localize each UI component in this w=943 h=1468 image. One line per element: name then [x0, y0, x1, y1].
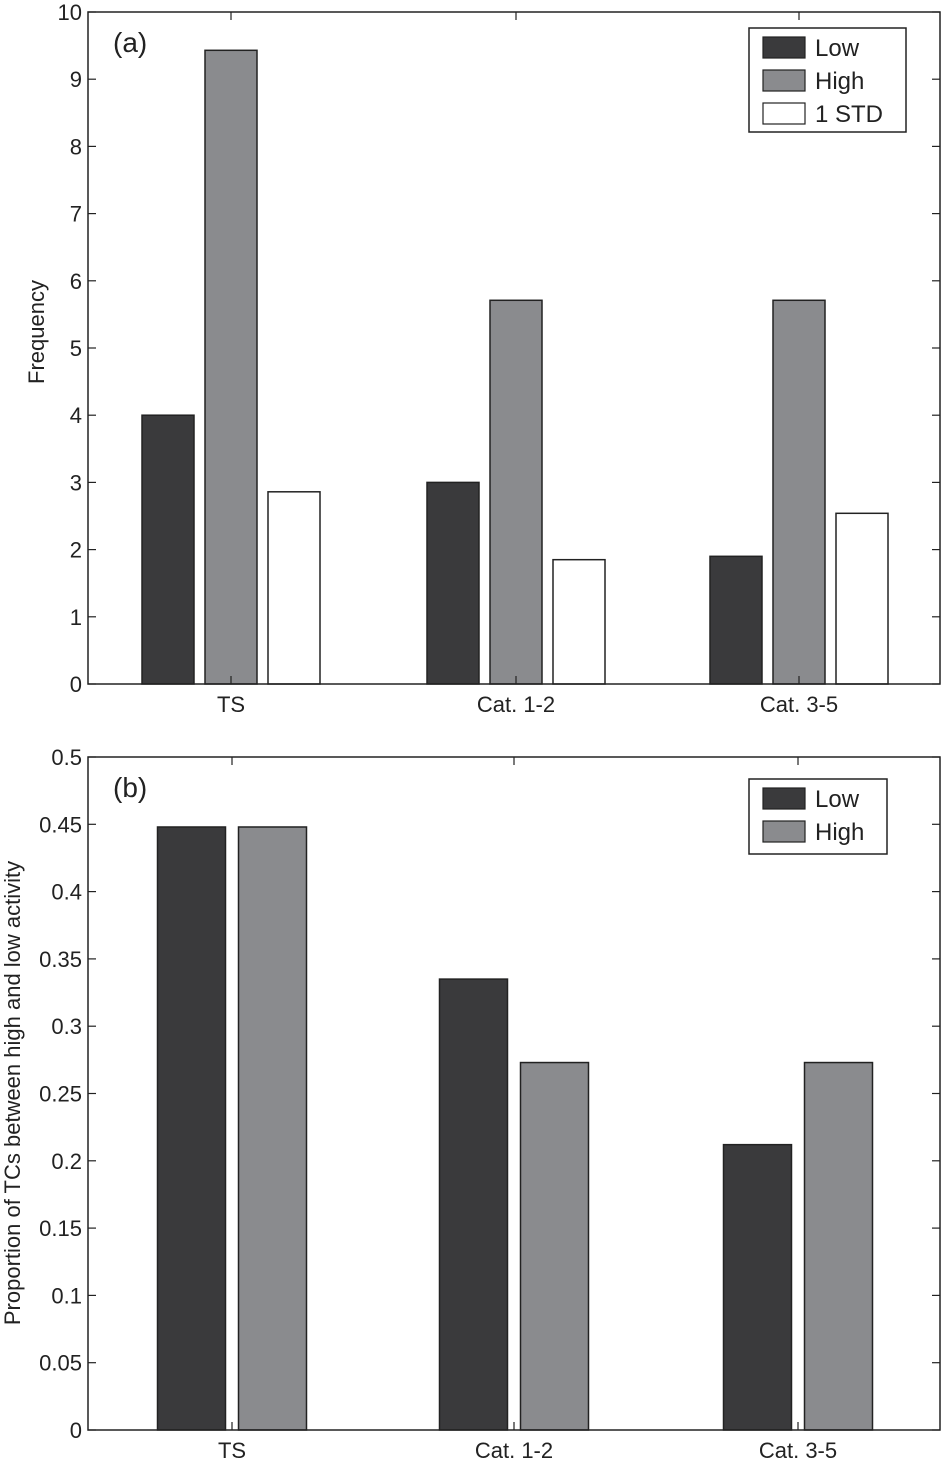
y-tick-label: 0.5 [51, 745, 82, 770]
bar-low-1 [438, 978, 509, 1431]
y-tick-label: 10 [58, 0, 82, 25]
panel-label: (b) [113, 772, 147, 803]
bar-1-std-2 [835, 512, 889, 685]
y-tick-label: 6 [70, 269, 82, 294]
chart-panel-1: 0 0.05 0.1 0.15 0.2 0.25 0.3 0.35 0.4 0.45 0.5 TS Ca… [0, 745, 941, 1463]
y-tick-label: 0.25 [39, 1082, 82, 1107]
legend-swatch [762, 787, 806, 810]
y-tick-label: 9 [70, 67, 82, 92]
y-tick-label: 0 [70, 672, 82, 697]
y-tick-label: 0.2 [51, 1149, 82, 1174]
x-tick-label: Cat. 1-2 [477, 692, 555, 717]
bar-1-std-1 [552, 558, 606, 685]
legend-label: 1 STD [815, 101, 883, 128]
legend-swatch [762, 69, 806, 92]
y-tick-label: 0.15 [39, 1216, 82, 1241]
bar-high-1 [489, 299, 543, 685]
bar-low-2 [722, 1143, 793, 1431]
bar-high-0 [237, 826, 308, 1431]
y-axis-label: Proportion of TCs between high and low a… [0, 861, 25, 1325]
y-tick-label: 5 [70, 336, 82, 361]
panel-label: (a) [113, 27, 147, 58]
y-tick-label: 0 [70, 1418, 82, 1443]
x-tick-label: Cat. 3-5 [760, 692, 838, 717]
legend: Low High 1 STD [748, 27, 907, 133]
bar-low-0 [156, 826, 227, 1431]
legend-label: Low [815, 35, 860, 62]
y-tick-label: 7 [70, 202, 82, 227]
bar-high-0 [204, 49, 258, 685]
legend: Low High [748, 778, 888, 855]
y-tick-label: 8 [70, 134, 82, 159]
y-tick-label: 0.4 [51, 880, 82, 905]
y-tick-label: 4 [70, 403, 82, 428]
bar-1-std-0 [267, 491, 321, 685]
legend-swatch [762, 36, 806, 59]
y-tick-label: 2 [70, 538, 82, 563]
y-tick-label: 0.45 [39, 812, 82, 837]
x-tick-label: Cat. 1-2 [475, 1438, 553, 1463]
legend-label: High [815, 68, 864, 95]
y-tick-label: 0.05 [39, 1351, 82, 1376]
y-axis-label: Frequency [24, 280, 49, 384]
legend-swatch [762, 102, 806, 125]
chart-panel-0: 0 1 2 3 4 5 6 7 8 9 10 TS Cat. 1-2 Cat. 3-5 Frequency (… [24, 0, 941, 717]
legend-swatch [762, 820, 806, 843]
legend-label: Low [815, 786, 860, 813]
y-tick-label: 0.35 [39, 947, 82, 972]
bar-high-2 [803, 1061, 874, 1431]
bar-low-2 [709, 555, 763, 685]
y-tick-label: 0.3 [51, 1014, 82, 1039]
bar-high-1 [519, 1061, 590, 1431]
x-tick-label: TS [217, 692, 245, 717]
y-tick-label: 0.1 [51, 1283, 82, 1308]
x-tick-label: Cat. 3-5 [759, 1438, 837, 1463]
x-tick-label: TS [218, 1438, 246, 1463]
bar-high-2 [772, 299, 826, 685]
y-tick-label: 3 [70, 470, 82, 495]
bar-low-1 [426, 481, 480, 685]
y-tick-label: 1 [70, 605, 82, 630]
bar-low-0 [141, 414, 195, 685]
legend-label: High [815, 819, 864, 846]
